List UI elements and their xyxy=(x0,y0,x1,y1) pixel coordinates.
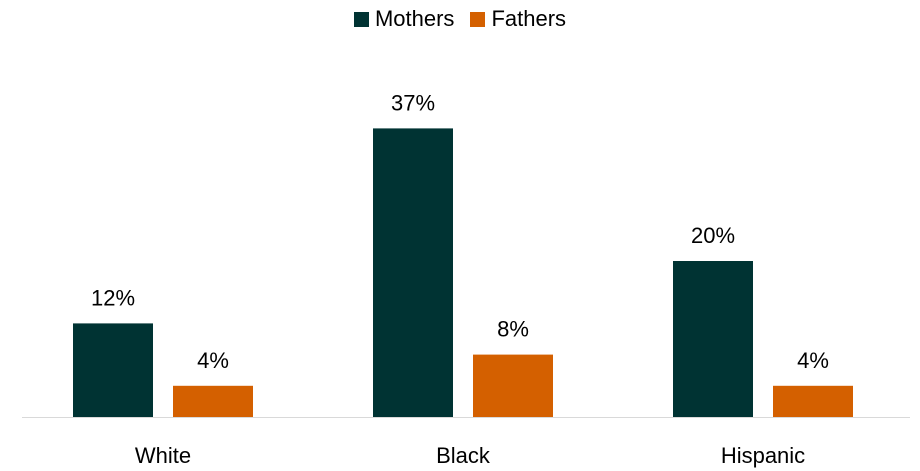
legend-label-mothers: Mothers xyxy=(374,6,455,31)
x-tick-label-white: White xyxy=(135,443,191,468)
bar-mothers-black xyxy=(373,128,453,417)
data-label-fathers-black: 8% xyxy=(497,317,529,342)
bar-fathers-hispanic xyxy=(773,385,853,417)
legend-swatch-mothers xyxy=(353,11,369,27)
legend-swatch-fathers xyxy=(470,11,486,27)
bar-mothers-hispanic xyxy=(673,261,753,417)
x-tick-label-hispanic: Hispanic xyxy=(721,443,805,468)
bar-fathers-black xyxy=(473,354,553,417)
legend-item-mothers: Mothers xyxy=(353,6,455,32)
bar-mothers-white xyxy=(73,323,153,417)
legend-label-fathers: Fathers xyxy=(491,6,567,31)
legend-item-fathers: Fathers xyxy=(470,6,566,32)
chart-legend: Mothers Fathers xyxy=(0,4,920,34)
data-label-fathers-white: 4% xyxy=(197,348,229,373)
bar-fathers-white xyxy=(173,385,253,417)
data-label-mothers-white: 12% xyxy=(91,285,135,310)
data-label-mothers-black: 37% xyxy=(391,90,435,115)
x-tick-label-black: Black xyxy=(436,443,491,468)
data-label-mothers-hispanic: 20% xyxy=(691,223,735,248)
data-label-fathers-hispanic: 4% xyxy=(797,348,829,373)
